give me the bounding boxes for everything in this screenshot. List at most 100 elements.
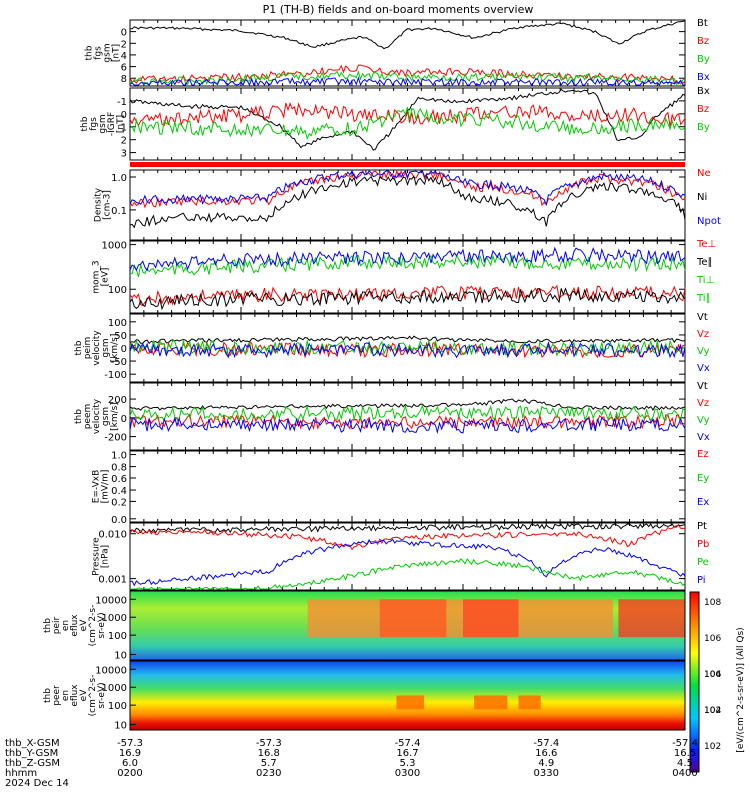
colorbar-tick: 104 [704, 706, 721, 716]
spectrogram-blob [463, 599, 519, 638]
panel-frame [129, 382, 686, 451]
xaxis-value: 16.9 [119, 748, 141, 759]
ytick-label: -200 [104, 433, 127, 444]
ytick-label: 0 [121, 110, 127, 121]
spectrogram-peer: 10000 1000 100 10 thb peer en eflux eV (cm^2-s-sr… [43, 660, 686, 731]
legend-entry: Vy [697, 346, 710, 357]
ylabel-line: sr-eV) [97, 612, 107, 638]
ytick-label: 10 [114, 720, 127, 731]
panel-peim_velocity: 100 50 0 -50 -100 thb peim velocity gsm [km/s] Vt V… [74, 312, 710, 383]
ytick-label: 200 [108, 395, 127, 406]
xaxis-value: 16.5 [674, 748, 696, 759]
xaxis-row-label: thb_Y-GSM [5, 748, 58, 759]
legend-entry: Ni [697, 192, 707, 203]
ylabel-line: [nT] [116, 115, 126, 133]
ytick-label: 2 [121, 39, 127, 50]
ytick-label: 0 [121, 28, 127, 39]
ylabel: thb peem velocity gsm [km/s] [74, 398, 120, 434]
ytick-label: 1.0 [111, 173, 127, 184]
ylabel: thb peer en eflux eV (cm^2-s-sr-eV) [43, 675, 107, 717]
xaxis-value: 16.6 [535, 748, 557, 759]
legend-entry: Vt [697, 381, 708, 392]
series-Bx [129, 88, 686, 151]
xaxis-value: 6.0 [122, 758, 138, 769]
ylabel: thb peir en eflux eV (cm^2-s-sr-eV) [43, 605, 107, 647]
ytick-label: 8 [121, 74, 127, 85]
legend-entry: Ey [697, 473, 709, 484]
series-Pb [129, 524, 686, 551]
ylabel-line: thb [43, 618, 53, 633]
xaxis-value: 16.7 [396, 748, 418, 759]
ylabel-line: [cm-3] [103, 190, 113, 220]
spectrogram-blob [518, 695, 541, 710]
xaxis-value: 4.5 [677, 758, 693, 769]
series-Bt [129, 20, 686, 50]
ytick-label: 0 [121, 344, 127, 355]
spectrogram-blob [618, 599, 685, 638]
ylabel-line: eV [79, 689, 89, 702]
ytick-label: 0.8 [111, 463, 127, 474]
ytick-label: 0.1 [111, 206, 127, 217]
ytick-label: -1 [117, 97, 127, 108]
xaxis-row-label: hhmm [5, 768, 37, 779]
series-Pt [129, 522, 686, 534]
ylabel-line: mom_3 [92, 260, 102, 293]
ylabel-line: eV [79, 619, 89, 632]
ylabel-line: thb [80, 116, 90, 131]
ytick-label: 10000 [95, 665, 127, 676]
ylabel-line: (cm^2-s- [88, 605, 98, 647]
ytick-label: 1000 [102, 683, 127, 694]
ylabel-line: fgs [94, 46, 104, 60]
ylabel-line: thb [43, 688, 53, 703]
series-Bx [129, 76, 685, 87]
ytick-label: 6 [121, 63, 127, 74]
series-Vt [129, 335, 686, 345]
legend-entry: Bx [697, 86, 710, 97]
ytick-label: 0 [121, 414, 127, 425]
panel-frame [129, 660, 686, 731]
ylabel-line: [km/s] [110, 334, 120, 363]
legend-entry: Ex [697, 497, 709, 508]
xaxis-value: 4.9 [538, 758, 554, 769]
ylabel-line: en [61, 690, 71, 701]
ylabel-line: -IGRF [107, 112, 117, 136]
ylabel: Density [cm-3] [94, 187, 113, 222]
ytick-label: 4 [121, 51, 127, 62]
ylabel-line: peer [52, 685, 62, 706]
ylabel-line: peir [52, 616, 62, 634]
legend-entry: Bz [697, 36, 709, 47]
xaxis-value: -57.4 [395, 738, 421, 749]
xaxis-value: -57.4 [533, 738, 559, 749]
xaxis-value: 16.8 [258, 748, 280, 759]
legend-entry: Npot [697, 216, 721, 227]
flag-bar [130, 162, 685, 167]
xaxis-value: -57.3 [117, 738, 143, 749]
panel-frame [129, 522, 686, 591]
xaxis-value: -57.3 [256, 738, 282, 749]
ylabel-line: gsm [101, 407, 111, 426]
spectrogram-peir: 10000 1000 100 10 thb peir en eflux eV (cm^2-s-sr… [43, 590, 686, 661]
xaxis-value: 0400 [672, 768, 697, 779]
ytick-label: 3 [121, 149, 127, 160]
series-Vx [129, 341, 686, 359]
xaxis-row-label: thb_X-GSM [5, 738, 60, 749]
ylabel-line: velocity [92, 398, 102, 434]
ylabel-line: fgs [89, 117, 99, 131]
ylabel-line: sr-eV) [97, 682, 107, 708]
legend-entry: Ti∥ [696, 293, 711, 304]
series-Ne [129, 169, 686, 209]
ylabel-line: [km/s] [110, 402, 120, 431]
spectrogram-blob [307, 599, 613, 638]
ylabel-line: thb [85, 45, 95, 60]
ylabel-line: [eV] [101, 268, 111, 287]
xaxis-value: -57.4 [672, 738, 698, 749]
xaxis-value: 5.3 [400, 758, 416, 769]
ytick-label: 0.2 [111, 497, 127, 508]
ylabel-line: velocity [92, 330, 102, 366]
